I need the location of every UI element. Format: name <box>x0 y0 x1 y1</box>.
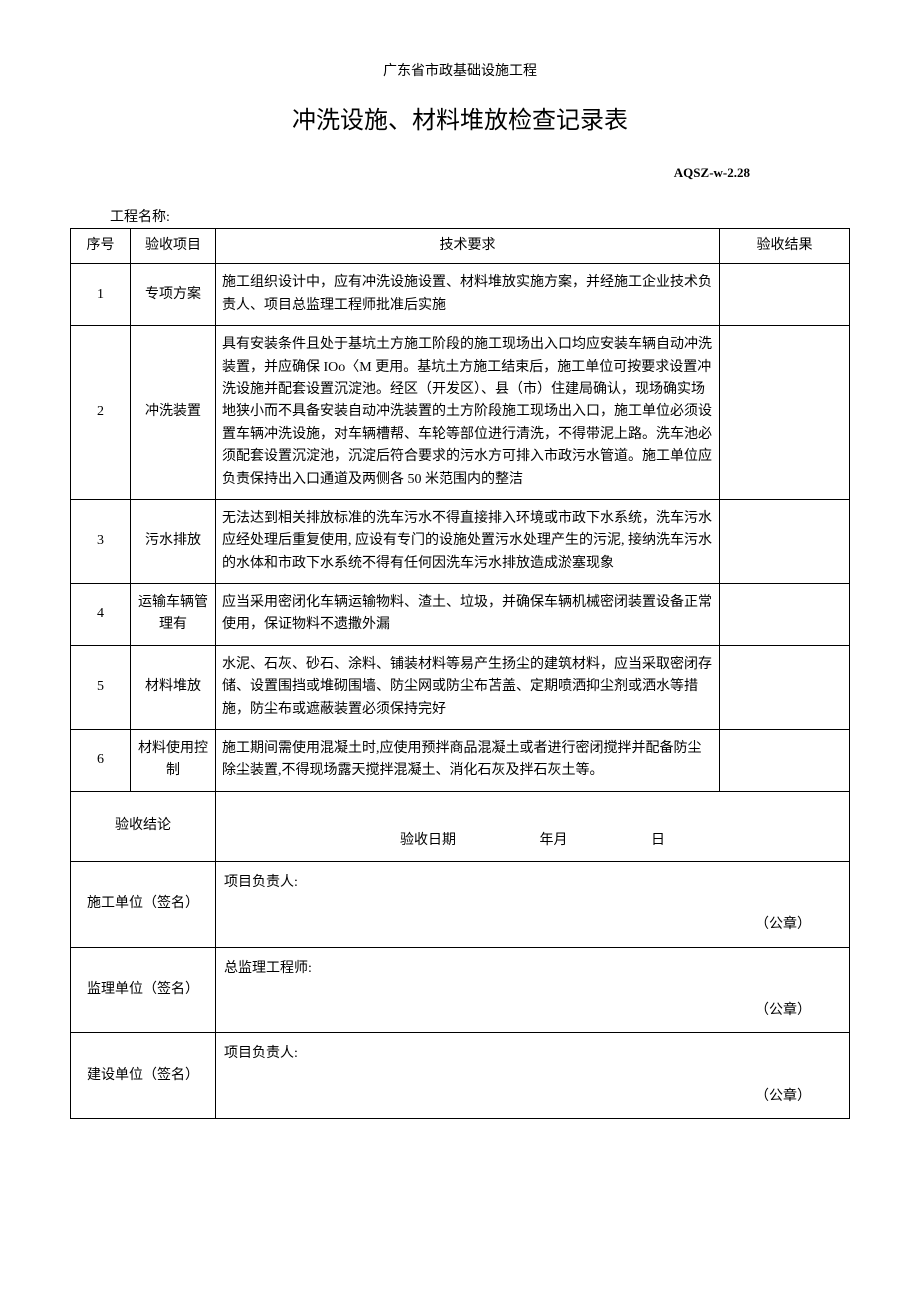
cell-item: 运输车辆管理有 <box>131 584 216 646</box>
cell-result <box>720 730 850 792</box>
table-row: 5 材料堆放 水泥、石灰、砂石、涂料、铺装材料等易产生扬尘的建筑材料，应当采取密… <box>71 645 850 729</box>
table-row: 4 运输车辆管理有 应当采用密闭化车辆运输物料、渣土、垃圾，并确保车辆机械密闭装… <box>71 584 850 646</box>
cell-item: 材料堆放 <box>131 645 216 729</box>
stamp-label: （公章） <box>224 914 841 936</box>
sig-role: 项目负责人: <box>224 1043 841 1065</box>
cell-item: 专项方案 <box>131 264 216 326</box>
table-row: 1 专项方案 施工组织设计中，应有冲洗设施设置、材料堆放实施方案，并经施工企业技… <box>71 264 850 326</box>
signature-row: 建设单位（签名） 项目负责人: （公章） <box>71 1033 850 1119</box>
sig-body: 项目负责人: （公章） <box>216 1033 850 1119</box>
year-month-label: 年月 <box>540 830 568 852</box>
signature-row: 施工单位（签名） 项目负责人: （公章） <box>71 861 850 947</box>
sig-role: 总监理工程师: <box>224 958 841 980</box>
col-header-item: 验收项目 <box>131 229 216 264</box>
sig-body: 项目负责人: （公章） <box>216 861 850 947</box>
date-label: 验收日期 <box>400 833 456 848</box>
cell-item: 冲洗装置 <box>131 326 216 500</box>
cell-seq: 1 <box>71 264 131 326</box>
table-row: 3 污水排放 无法达到相关排放标准的洗车污水不得直接排入环境或市政下水系统，洗车… <box>71 499 850 583</box>
cell-req: 无法达到相关排放标准的洗车污水不得直接排入环境或市政下水系统，洗车污水应经处理后… <box>216 499 720 583</box>
cell-req: 水泥、石灰、砂石、涂料、铺装材料等易产生扬尘的建筑材料，应当采取密闭存储、设置围… <box>216 645 720 729</box>
page-title: 冲洗设施、材料堆放检查记录表 <box>70 100 850 135</box>
table-row: 2 冲洗装置 具有安装条件且处于基坑土方施工阶段的施工现场出入口均应安装车辆自动… <box>71 326 850 500</box>
conclusion-body: 验收日期 年月 日 <box>216 791 850 861</box>
conclusion-row: 验收结论 验收日期 年月 日 <box>71 791 850 861</box>
cell-result <box>720 645 850 729</box>
cell-seq: 6 <box>71 730 131 792</box>
day-label: 日 <box>651 830 665 852</box>
cell-req: 施工期间需使用混凝土时,应使用预拌商品混凝土或者进行密闭搅拌并配备防尘除尘装置,… <box>216 730 720 792</box>
project-name-label: 工程名称: <box>110 206 850 226</box>
table-row: 6 材料使用控制 施工期间需使用混凝土时,应使用预拌商品混凝土或者进行密闭搅拌并… <box>71 730 850 792</box>
cell-seq: 4 <box>71 584 131 646</box>
cell-item: 污水排放 <box>131 499 216 583</box>
col-header-req: 技术要求 <box>216 229 720 264</box>
table-header-row: 序号 验收项目 技术要求 验收结果 <box>71 229 850 264</box>
sig-unit-label: 建设单位（签名） <box>71 1033 216 1119</box>
col-header-seq: 序号 <box>71 229 131 264</box>
cell-result <box>720 264 850 326</box>
sig-role: 项目负责人: <box>224 872 841 894</box>
conclusion-label: 验收结论 <box>71 791 216 861</box>
cell-result <box>720 499 850 583</box>
doc-code: AQSZ-w-2.28 <box>70 165 850 181</box>
cell-result <box>720 584 850 646</box>
stamp-label: （公章） <box>224 1000 841 1022</box>
header-line: 广东省市政基础设施工程 <box>70 60 850 80</box>
col-header-result: 验收结果 <box>720 229 850 264</box>
sig-unit-label: 监理单位（签名） <box>71 947 216 1033</box>
cell-result <box>720 326 850 500</box>
signature-row: 监理单位（签名） 总监理工程师: （公章） <box>71 947 850 1033</box>
cell-seq: 2 <box>71 326 131 500</box>
cell-req: 施工组织设计中，应有冲洗设施设置、材料堆放实施方案，并经施工企业技术负责人、项目… <box>216 264 720 326</box>
cell-item: 材料使用控制 <box>131 730 216 792</box>
stamp-label: （公章） <box>224 1086 841 1108</box>
cell-req: 具有安装条件且处于基坑土方施工阶段的施工现场出入口均应安装车辆自动冲洗装置，并应… <box>216 326 720 500</box>
inspection-table: 序号 验收项目 技术要求 验收结果 1 专项方案 施工组织设计中，应有冲洗设施设… <box>70 228 850 1119</box>
sig-body: 总监理工程师: （公章） <box>216 947 850 1033</box>
sig-unit-label: 施工单位（签名） <box>71 861 216 947</box>
cell-seq: 5 <box>71 645 131 729</box>
cell-seq: 3 <box>71 499 131 583</box>
cell-req: 应当采用密闭化车辆运输物料、渣土、垃圾，并确保车辆机械密闭装置设备正常使用，保证… <box>216 584 720 646</box>
